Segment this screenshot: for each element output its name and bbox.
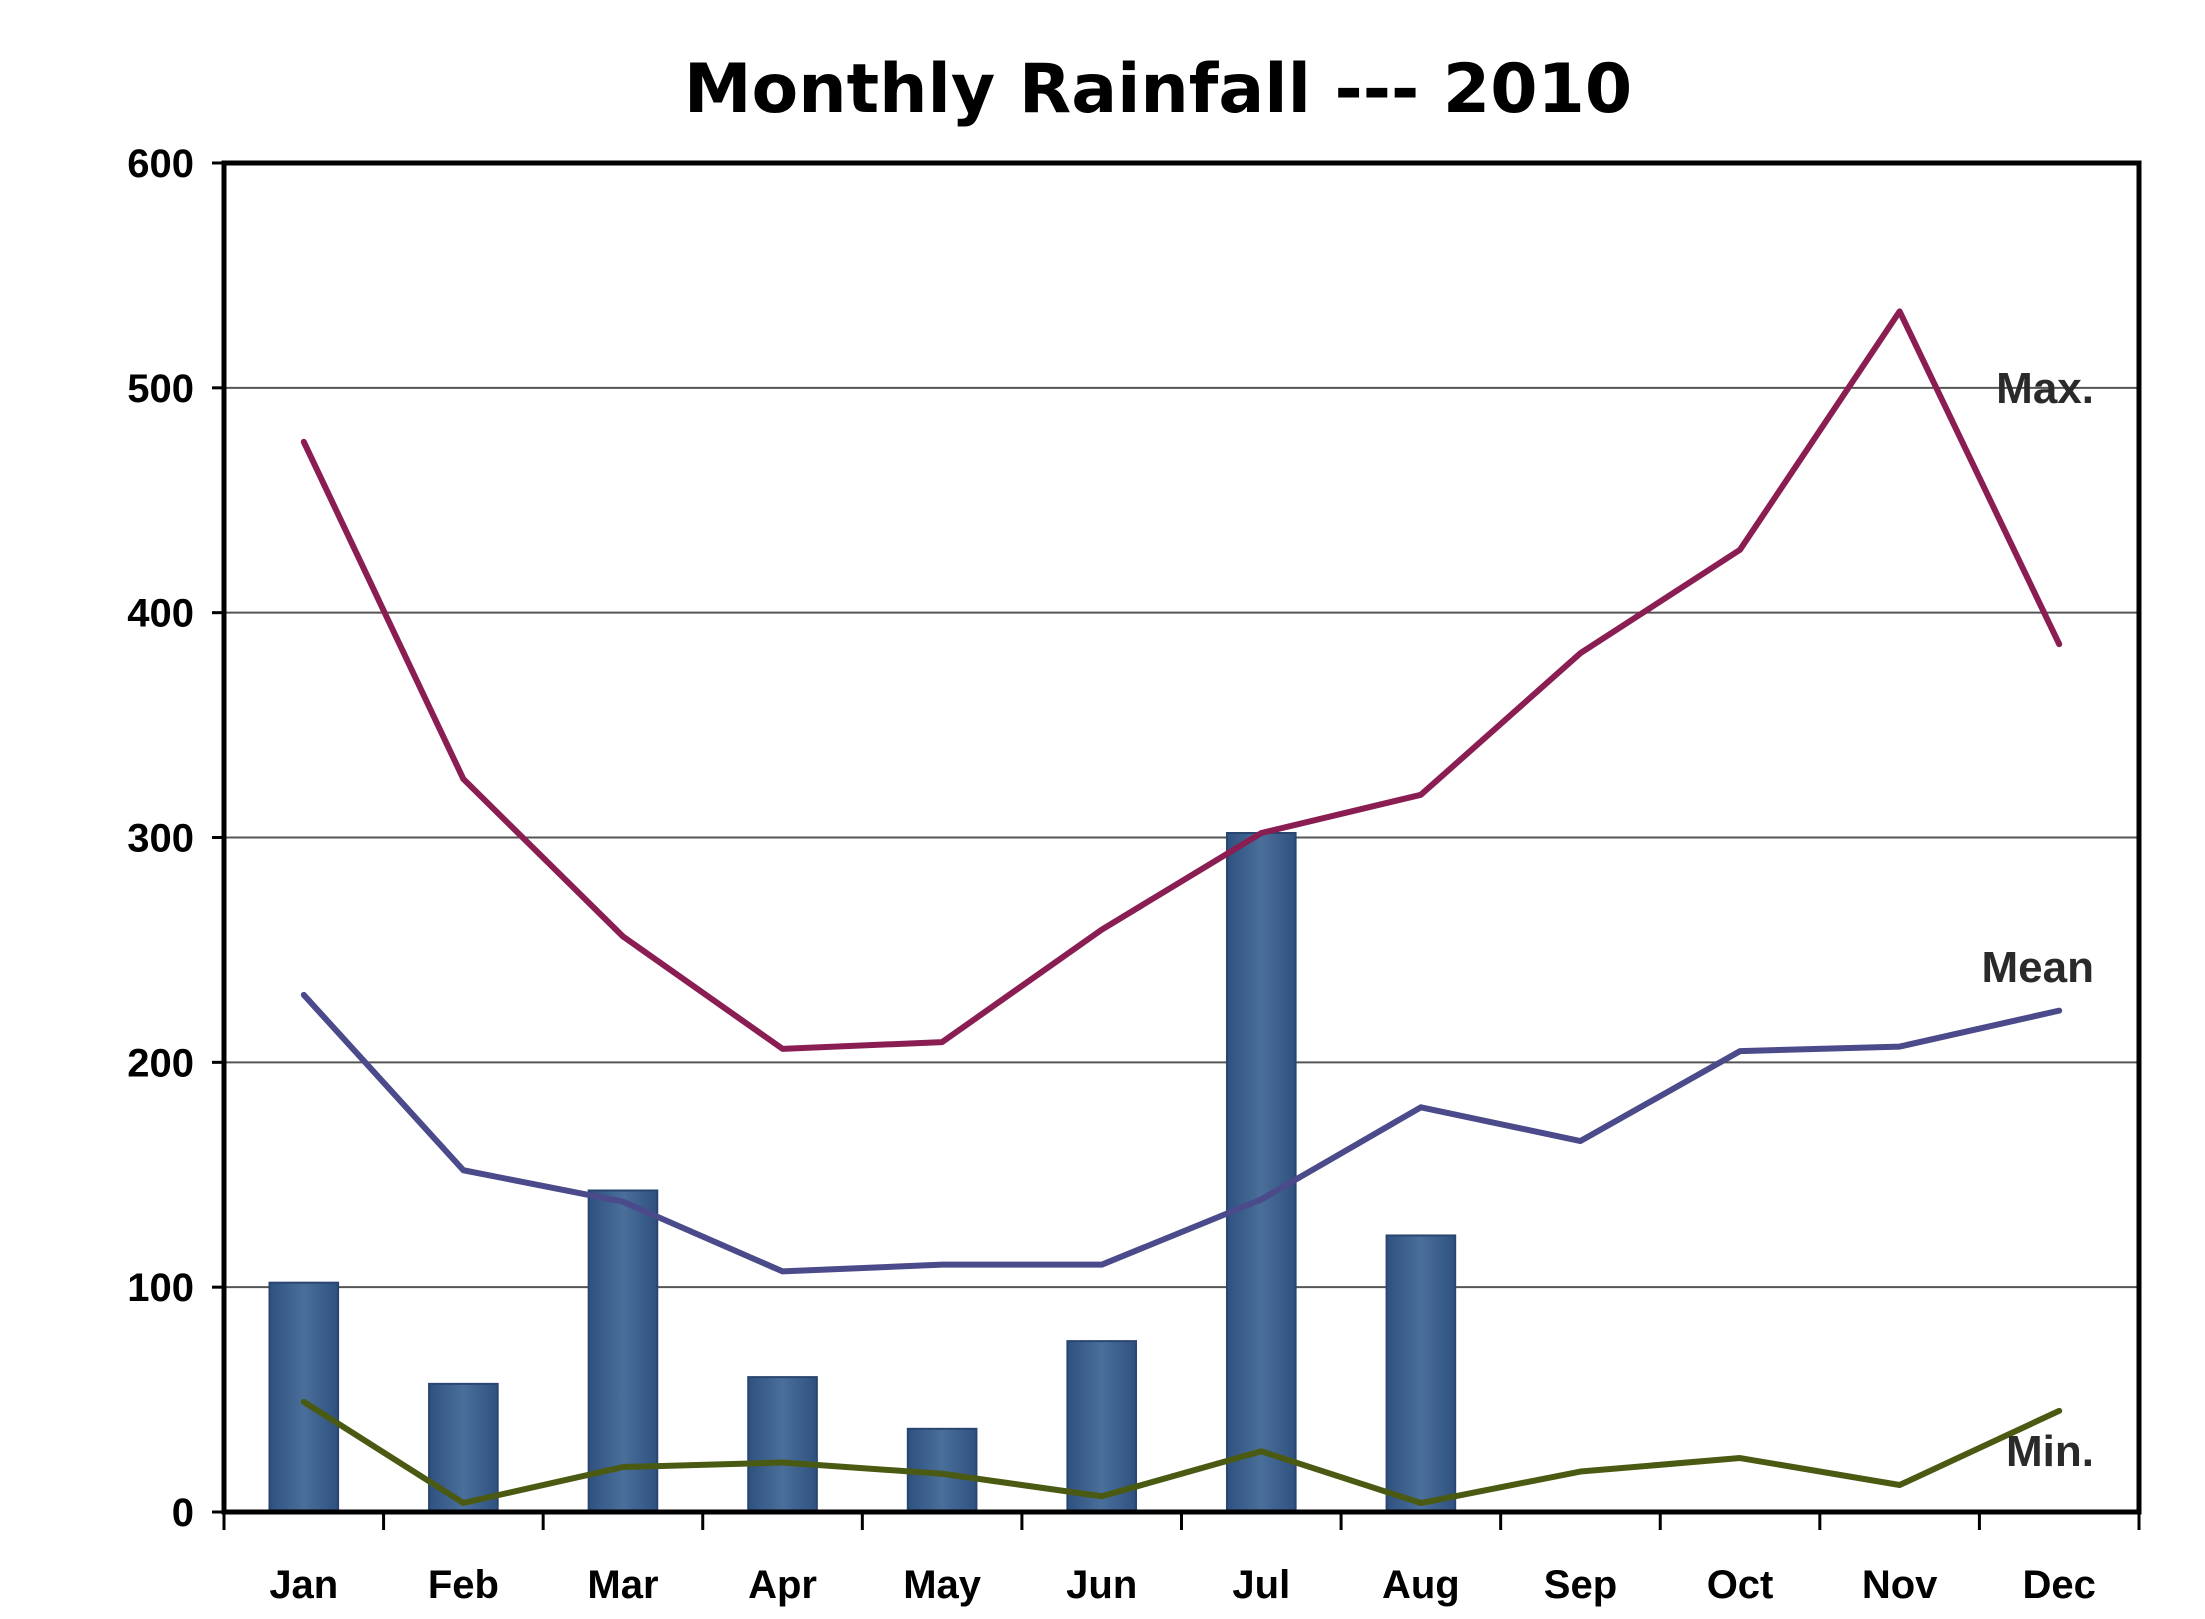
point-max-may (940, 1040, 944, 1044)
point-min-dec (2057, 1409, 2061, 1413)
point-min-oct (1738, 1456, 1742, 1460)
bar-layer (268, 832, 1457, 1514)
label-layer: 0 100 200 300 400 500 600 Jan Feb Mar Apr May Jun Jul… (127, 142, 2096, 1607)
point-mean-jan (302, 993, 306, 997)
point-min-aug (1419, 1501, 1423, 1505)
point-max-jun (1100, 928, 1104, 932)
point-mean-dec (2057, 1009, 2061, 1013)
line-layer (300, 308, 2063, 1507)
bar-jul (1225, 832, 1297, 1513)
y-tick-label: 500 (127, 367, 194, 411)
point-max-jan (302, 440, 306, 444)
point-mean-nov (1898, 1045, 1902, 1049)
point-mean-aug (1419, 1105, 1423, 1109)
point-max-oct (1738, 548, 1742, 552)
point-mean-apr (781, 1269, 785, 1273)
point-min-feb (461, 1501, 465, 1505)
x-tick-label-dec: Dec (2023, 1563, 2096, 1607)
series-line-max (300, 308, 2063, 1052)
point-min-may (940, 1472, 944, 1476)
bar-aug (1385, 1234, 1457, 1513)
point-max-mar (621, 934, 625, 938)
x-tick-label-oct: Oct (1707, 1563, 1774, 1607)
point-mean-may (940, 1263, 944, 1267)
y-tick-label: 400 (127, 592, 194, 636)
x-tick-label-jun: Jun (1066, 1563, 1137, 1607)
x-tick-label-jan: Jan (269, 1563, 338, 1607)
y-tick-label: 600 (127, 142, 194, 186)
x-tick-label-feb: Feb (428, 1563, 499, 1607)
point-min-apr (781, 1461, 785, 1465)
x-tick-label-nov: Nov (1862, 1563, 1938, 1607)
y-tick-label: 100 (127, 1266, 194, 1310)
point-max-dec (2057, 642, 2061, 646)
x-tick-label-aug: Aug (1382, 1563, 1460, 1607)
bar-jun (1066, 1340, 1138, 1514)
point-max-sep (1578, 651, 1582, 655)
point-mean-jul (1259, 1197, 1263, 1201)
point-max-apr (781, 1047, 785, 1051)
point-min-mar (621, 1465, 625, 1469)
bar-mar (587, 1189, 659, 1513)
point-min-sep (1578, 1470, 1582, 1474)
series-label-max: Max. (1996, 364, 2094, 413)
bar-apr (747, 1376, 818, 1513)
series-label-mean: Mean (1982, 943, 2094, 992)
point-min-jan (302, 1400, 306, 1404)
point-max-nov (1898, 309, 1902, 313)
x-tick-label-apr: Apr (748, 1563, 817, 1607)
point-min-nov (1898, 1483, 1902, 1487)
point-mean-mar (621, 1200, 625, 1204)
grid-layer (224, 386, 2139, 1289)
axis-layer (212, 160, 2142, 1530)
point-mean-feb (461, 1168, 465, 1172)
x-tick-label-mar: Mar (587, 1563, 658, 1607)
chart-title: Monthly Rainfall --- 2010 (684, 50, 1632, 129)
bar-feb (428, 1382, 499, 1513)
point-max-aug (1419, 793, 1423, 797)
x-tick-label-jul: Jul (1232, 1563, 1290, 1607)
point-max-jul (1259, 831, 1263, 835)
x-tick-label-may: May (903, 1563, 982, 1607)
x-tick-label-sep: Sep (1544, 1563, 1617, 1607)
point-mean-jun (1100, 1263, 1104, 1267)
point-max-feb (461, 777, 465, 781)
series-line-min (300, 1398, 2063, 1507)
y-tick-label: 200 (127, 1041, 194, 1085)
series-line-mean (300, 991, 2063, 1275)
point-min-jul (1259, 1449, 1263, 1453)
series-label-min: Min. (2006, 1427, 2094, 1476)
bar-jan (268, 1281, 340, 1514)
point-mean-oct (1738, 1049, 1742, 1053)
point-mean-sep (1578, 1139, 1582, 1143)
y-tick-label: 0 (172, 1491, 194, 1535)
point-min-jun (1100, 1494, 1104, 1498)
y-tick-label: 300 (127, 817, 194, 861)
